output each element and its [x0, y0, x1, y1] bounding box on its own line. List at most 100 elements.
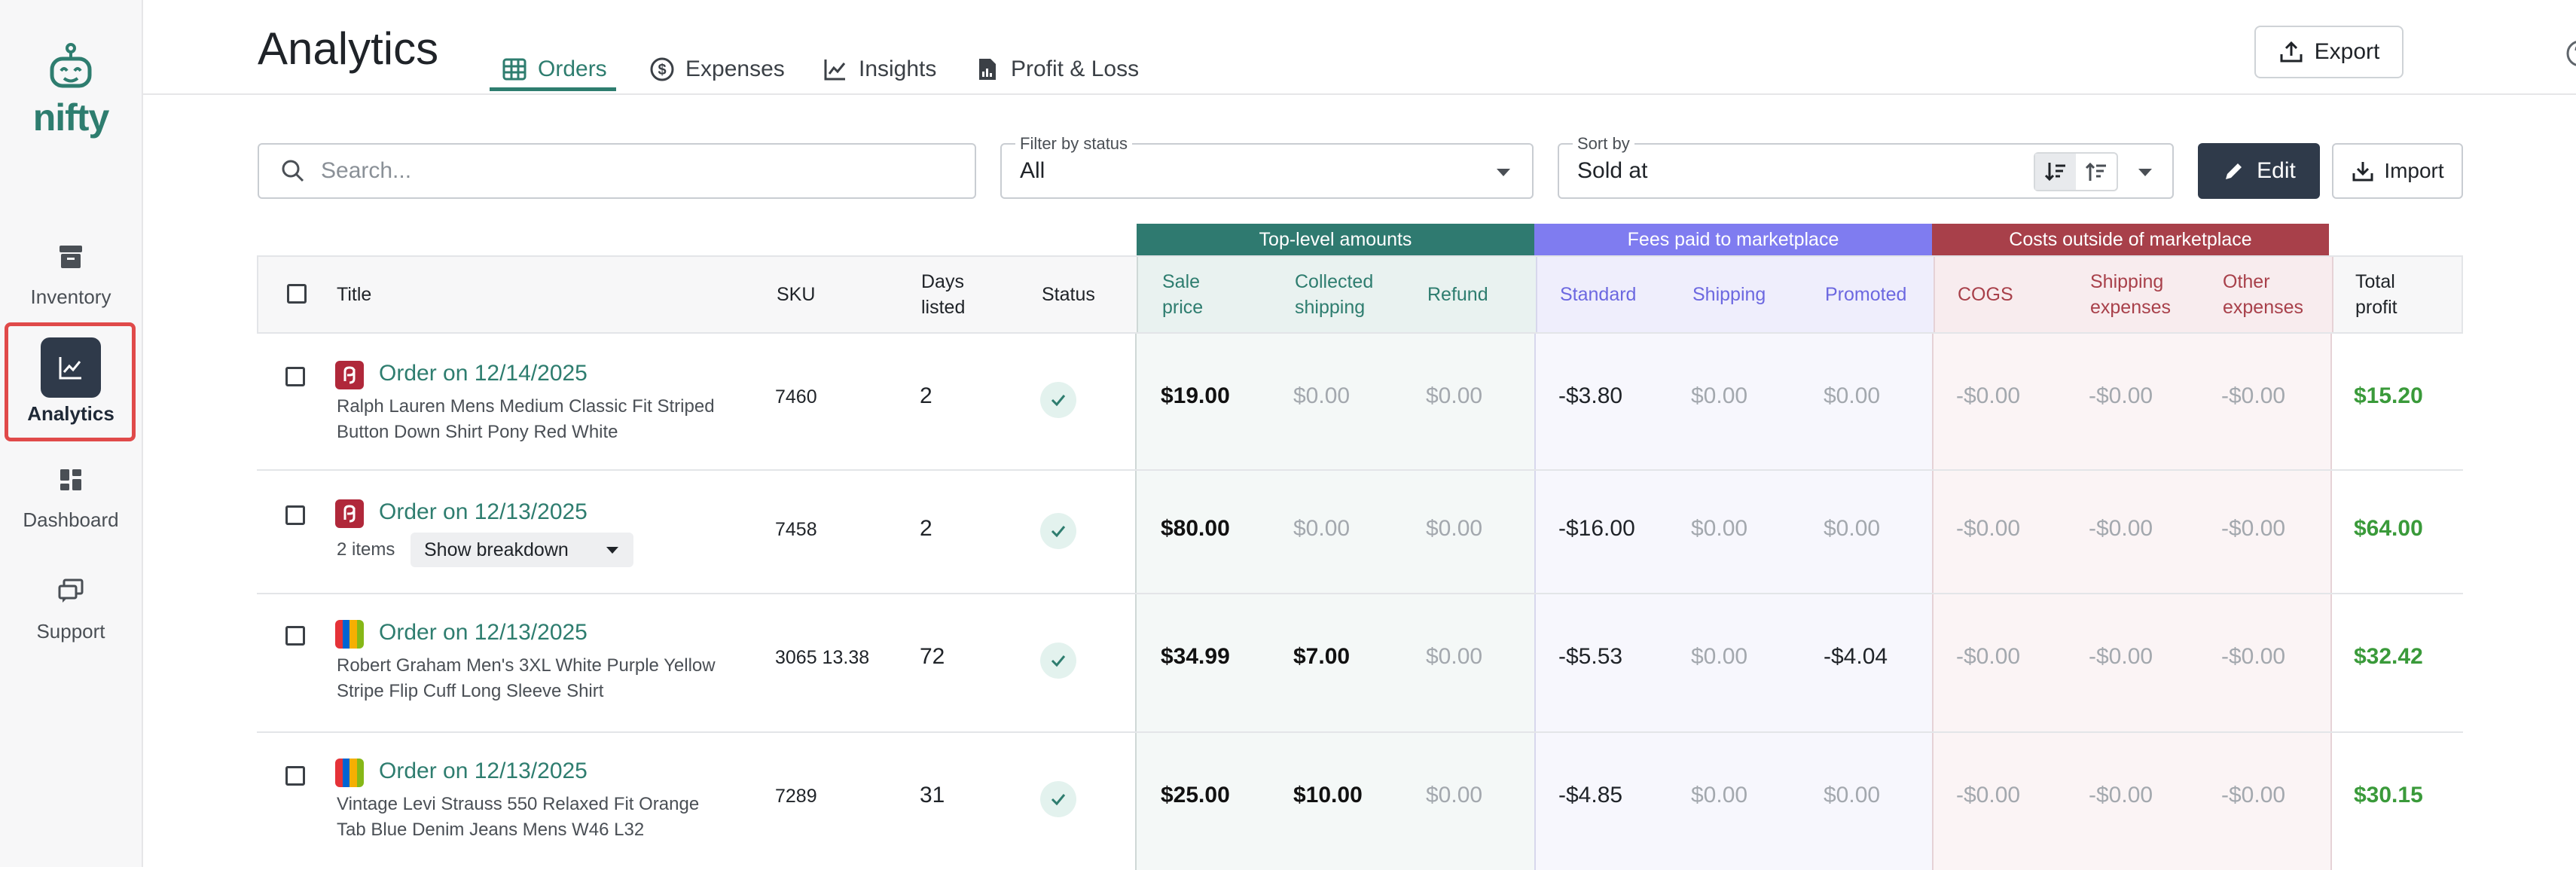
item-description: Robert Graham Men's 3XL White Purple Yel… — [337, 655, 716, 701]
collected-shipping-value: $7.00 — [1293, 644, 1351, 669]
cogs-value: -$0.00 — [1956, 644, 2021, 669]
active-nav-highlight — [5, 322, 136, 441]
ebay-icon — [335, 620, 364, 649]
collected-shipping-value: $0.00 — [1293, 516, 1351, 541]
search-box — [258, 143, 976, 199]
orders-table: Title SKU Days listed Status Sale price … — [257, 255, 2463, 870]
tab-expenses[interactable]: $ Expenses — [649, 48, 785, 90]
sku-value: 7460 — [775, 386, 817, 408]
column-promoted-fee[interactable]: Promoted — [1825, 284, 1907, 305]
header: Analytics Orders $ Expenses Insights — [142, 0, 2576, 95]
other-expenses-value: -$0.00 — [2221, 516, 2286, 541]
days-listed-value: 31 — [920, 783, 945, 807]
sidebar-item-analytics[interactable] — [41, 337, 101, 398]
shipping-expenses-value: -$0.00 — [2089, 783, 2153, 807]
upload-tray-icon — [2280, 41, 2303, 63]
sidebar-item-label: Dashboard — [23, 508, 119, 531]
sold-check-icon — [1040, 643, 1076, 679]
column-shipping-fee[interactable]: Shipping — [1692, 284, 1766, 305]
days-listed-value: 2 — [920, 383, 932, 408]
column-status[interactable]: Status — [1042, 284, 1095, 305]
column-shipping-expenses[interactable]: Shipping expenses — [2090, 271, 2172, 318]
tab-label: Profit & Loss — [1011, 56, 1140, 81]
sidebar-item-dashboard[interactable]: Dashboard — [0, 462, 142, 532]
edit-button[interactable]: Edit — [2198, 143, 2320, 199]
promoted-fee-value: $0.00 — [1824, 783, 1881, 807]
column-sku[interactable]: SKU — [777, 284, 816, 305]
status-cell — [1040, 513, 1076, 549]
item-description: Vintage Levi Strauss 550 Relaxed Fit Ora… — [337, 794, 700, 840]
row-checkbox[interactable] — [285, 626, 305, 646]
sidebar-item-inventory[interactable]: Inventory — [0, 240, 142, 309]
export-button[interactable]: Export — [2254, 26, 2404, 78]
poshmark-icon — [335, 361, 364, 389]
sale-price-value: $34.99 — [1161, 644, 1230, 669]
sku-value: 3065 13.38 — [775, 647, 870, 668]
order-title-link[interactable]: Order on 12/14/2025 — [379, 361, 588, 386]
sale-price-value: $19.00 — [1161, 383, 1230, 408]
cogs-value: -$0.00 — [1956, 783, 2021, 807]
search-input[interactable] — [319, 157, 940, 185]
sort-by-select[interactable]: Sort by Sold at — [1558, 134, 2174, 199]
order-title-link[interactable]: Order on 12/13/2025 — [379, 759, 588, 783]
tab-label: Insights — [859, 56, 937, 81]
collected-shipping-value: $0.00 — [1293, 383, 1351, 408]
download-tray-icon — [2352, 162, 2373, 182]
sort-ascending-icon[interactable] — [2076, 154, 2117, 190]
days-listed-value: 2 — [920, 516, 932, 541]
promoted-fee-value: -$4.04 — [1824, 644, 1888, 669]
column-collected-shipping[interactable]: Collected shipping — [1295, 271, 1374, 318]
row-checkbox[interactable] — [285, 505, 305, 525]
sidebar-item-support[interactable]: Support — [0, 574, 142, 643]
table-row[interactable]: Order on 12/14/2025 Ralph Lauren Mens Me… — [257, 334, 2463, 471]
status-cell — [1040, 781, 1076, 817]
table-grid-icon — [502, 58, 526, 81]
total-profit-value: $30.15 — [2354, 783, 2423, 807]
dashboard-grid-icon — [60, 469, 81, 490]
line-chart-icon — [59, 357, 81, 380]
items-count: 2 items — [337, 539, 395, 560]
column-days-listed[interactable]: Days listed — [921, 271, 966, 318]
sort-descending-icon[interactable] — [2035, 154, 2076, 190]
cogs-value: -$0.00 — [1956, 516, 2021, 541]
column-standard-fee[interactable]: Standard — [1560, 284, 1637, 305]
help-question-icon[interactable] — [2565, 39, 2576, 68]
sidebar-item-label: Inventory — [30, 285, 111, 308]
shipping-fee-value: $0.00 — [1691, 783, 1748, 807]
chat-bubbles-icon — [58, 578, 84, 603]
sale-price-value: $80.00 — [1161, 516, 1230, 541]
import-button[interactable]: Import — [2332, 143, 2463, 199]
column-sale-price[interactable]: Sale price — [1162, 271, 1204, 318]
column-title[interactable]: Title — [337, 284, 372, 305]
logo-text: nifty — [32, 96, 110, 139]
row-checkbox[interactable] — [285, 766, 305, 786]
column-refund[interactable]: Refund — [1427, 284, 1488, 305]
column-total-profit[interactable]: Total profit — [2355, 271, 2397, 318]
standard-fee-value: -$5.53 — [1558, 644, 1623, 669]
caret-down-icon — [606, 547, 618, 554]
order-title-link[interactable]: Order on 12/13/2025 — [379, 499, 588, 524]
tab-profit-loss[interactable]: Profit & Loss — [975, 48, 1139, 90]
refund-value: $0.00 — [1426, 516, 1483, 541]
table-body: Order on 12/14/2025 Ralph Lauren Mens Me… — [257, 334, 2463, 870]
tab-orders[interactable]: Orders — [502, 48, 607, 90]
sku-value: 7289 — [775, 786, 817, 807]
tab-insights[interactable]: Insights — [823, 48, 936, 90]
shipping-fee-value: $0.00 — [1691, 516, 1748, 541]
active-tab-indicator — [490, 87, 616, 91]
show-breakdown-button[interactable]: Show breakdown — [411, 533, 633, 567]
table-row[interactable]: Order on 12/13/2025 Vintage Levi Strauss… — [257, 733, 2463, 870]
status-filter-select[interactable]: Filter by status All — [1000, 134, 1534, 199]
column-cogs[interactable]: COGS — [1958, 284, 2013, 305]
collected-shipping-value: $10.00 — [1293, 783, 1363, 807]
column-other-expenses[interactable]: Other expenses — [2223, 271, 2304, 318]
table-row[interactable]: Order on 12/13/2025 2 items Show breakdo… — [257, 471, 2463, 594]
sidebar-item-label[interactable]: Analytics — [27, 402, 114, 425]
app-logo[interactable]: nifty — [0, 42, 142, 139]
table-row[interactable]: Order on 12/13/2025 Robert Graham Men's … — [257, 594, 2463, 733]
total-profit-value: $15.20 — [2354, 383, 2423, 408]
order-title-link[interactable]: Order on 12/13/2025 — [379, 620, 588, 645]
row-checkbox[interactable] — [285, 367, 305, 386]
select-all-checkbox[interactable] — [287, 284, 307, 304]
promoted-fee-value: $0.00 — [1824, 516, 1881, 541]
